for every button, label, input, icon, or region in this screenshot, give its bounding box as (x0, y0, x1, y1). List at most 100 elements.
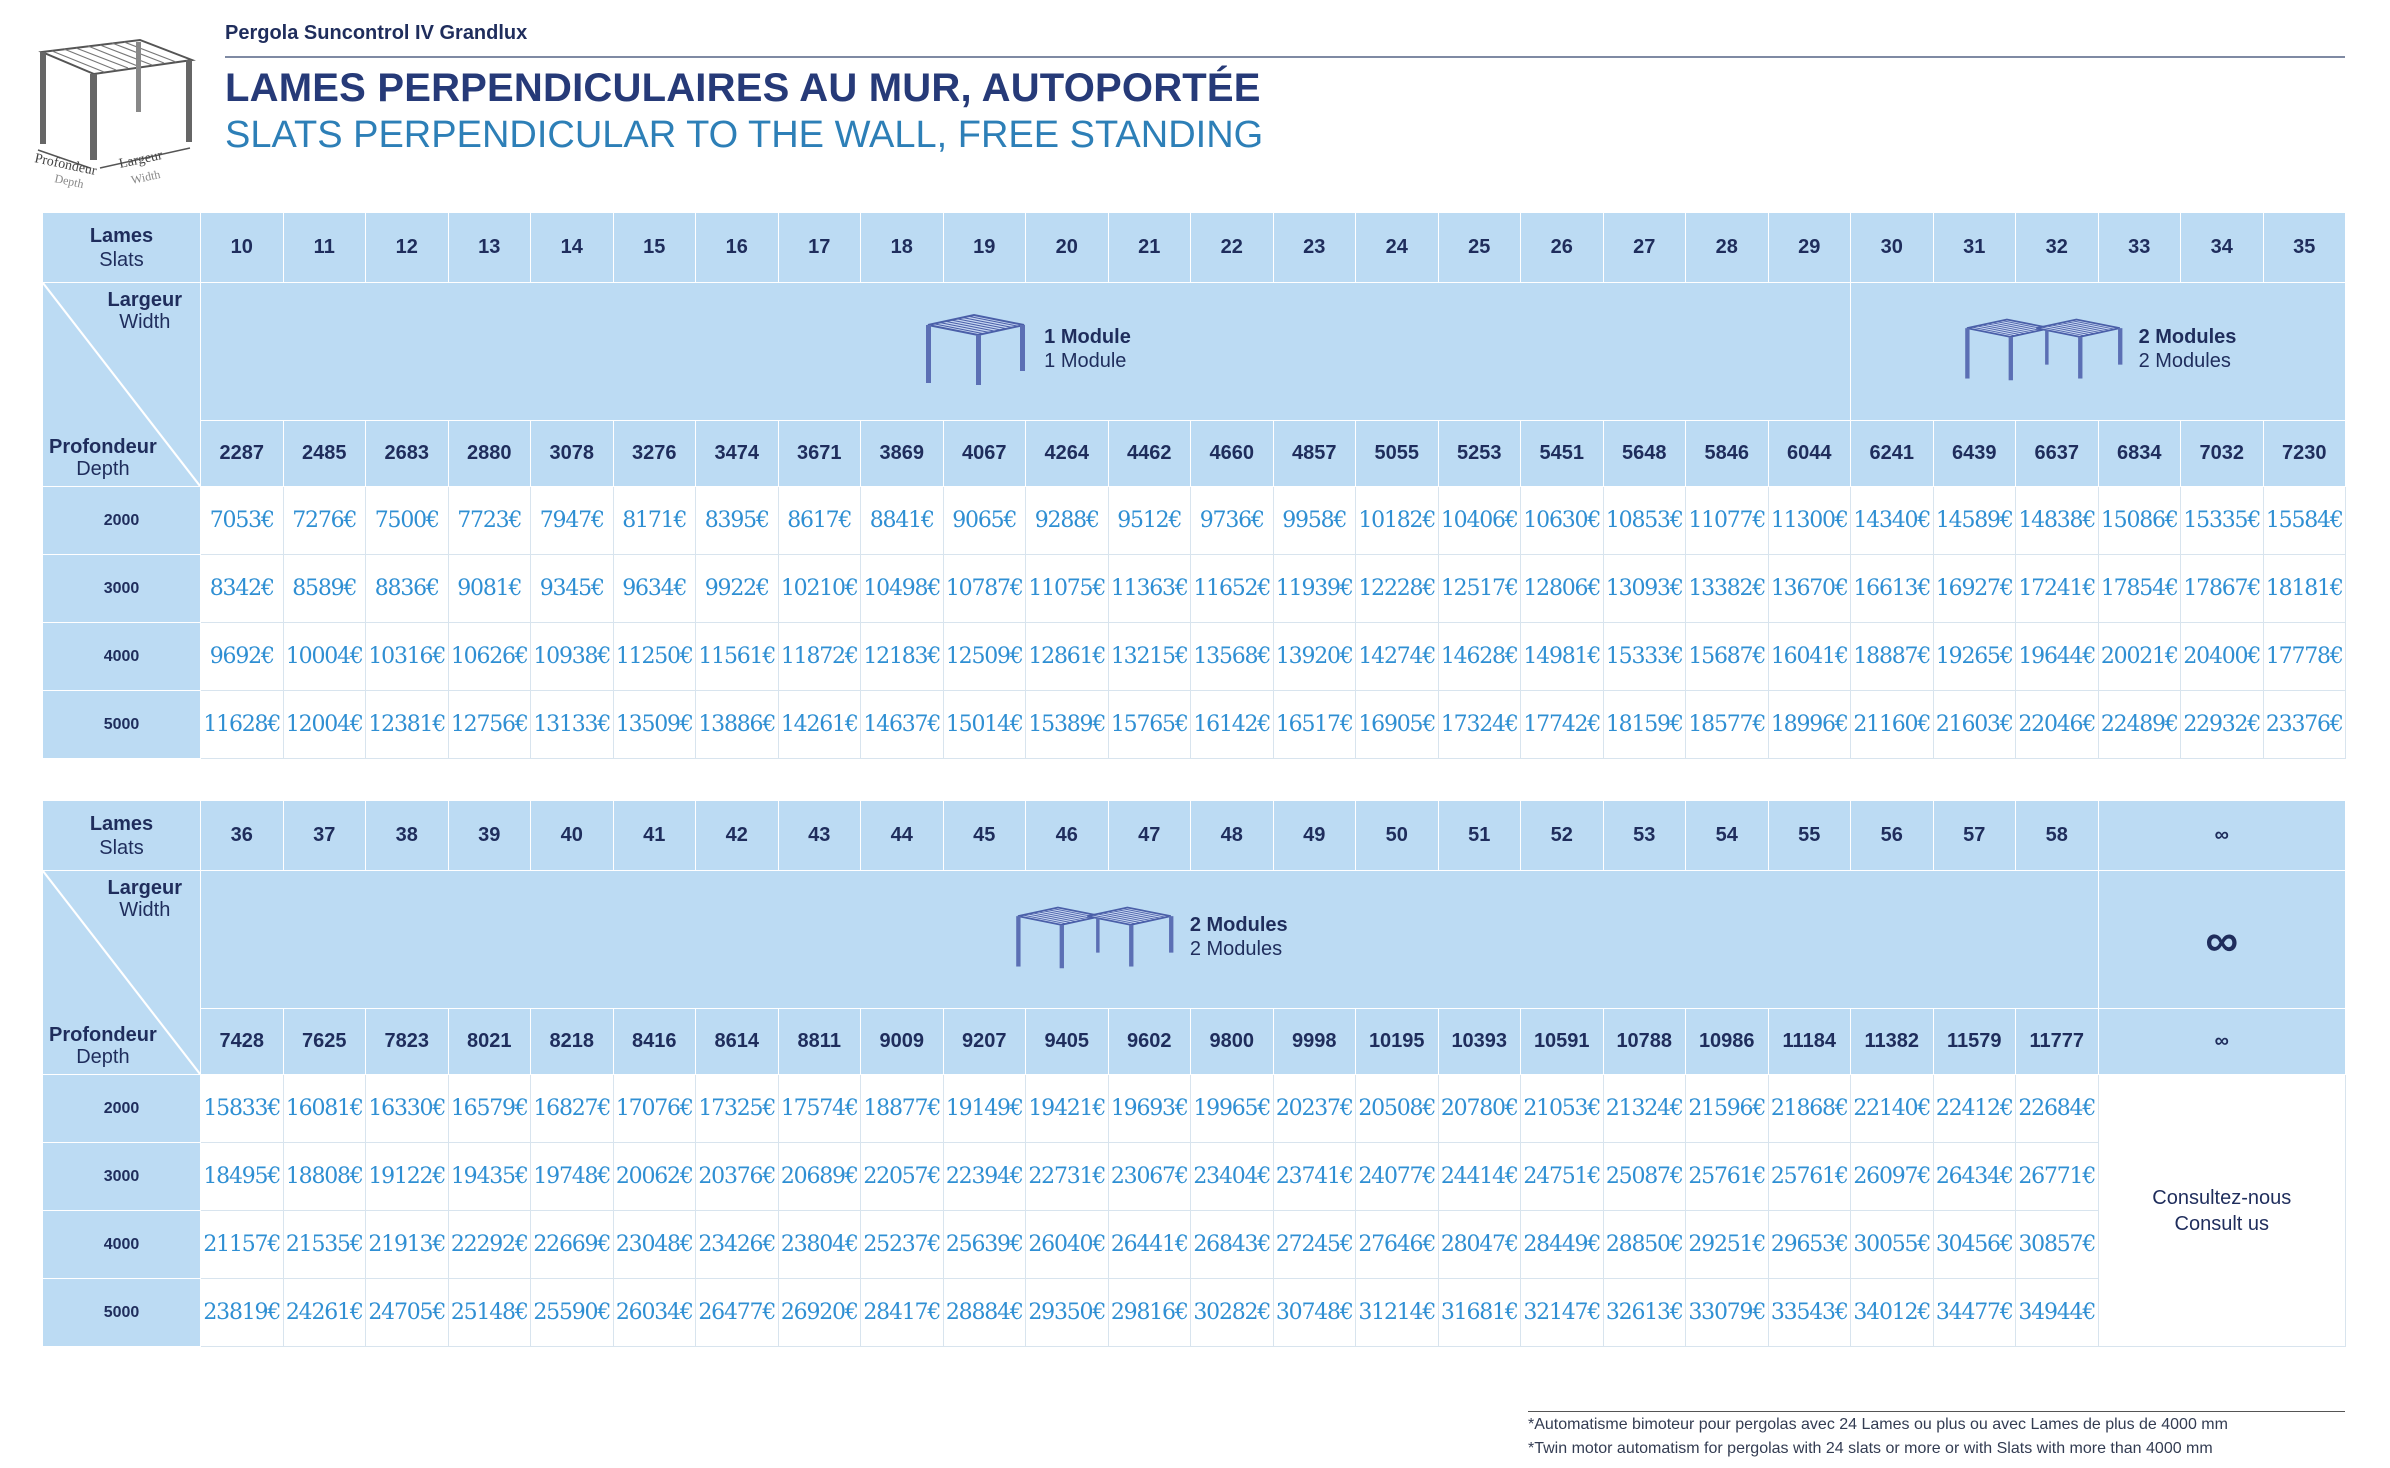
price-cell: 12517€ (1437, 554, 1521, 623)
price-cell: 26097€ (1850, 1142, 1934, 1211)
price-cell: 27245€ (1272, 1210, 1356, 1279)
slats-label-en: Slats (99, 836, 144, 859)
slat-count: 18 (860, 212, 944, 283)
price-cell: 29816€ (1107, 1278, 1191, 1347)
width-value: 2287 (200, 420, 284, 487)
price-cell: 25148€ (447, 1278, 531, 1347)
slat-count: 42 (695, 800, 779, 871)
price-cell: 8589€ (282, 554, 366, 623)
slat-count: 43 (777, 800, 861, 871)
price-cell: 7947€ (530, 486, 614, 555)
width-label-en: Width (119, 899, 171, 921)
width-value: 6241 (1850, 420, 1934, 487)
slats-label: Lames Slats (42, 800, 201, 871)
module-2: 2 Modules 2 Modules (1011, 897, 1288, 977)
width-value: 2880 (447, 420, 531, 487)
price-cell: 11628€ (200, 690, 284, 759)
pergola-2-modules-icon (1964, 318, 2122, 381)
price-cell: 16041€ (1767, 622, 1851, 691)
slat-count: 53 (1602, 800, 1686, 871)
price-cell: 13920€ (1272, 622, 1356, 691)
width-value: 5055 (1355, 420, 1439, 487)
infinity-band: ∞ (2097, 870, 2346, 1009)
module-2-label-en: 2 Modules (1189, 938, 1283, 960)
width-value: 3671 (777, 420, 861, 487)
slat-count: 52 (1520, 800, 1604, 871)
price-cell: 18877€ (860, 1074, 944, 1143)
price-cell: 30282€ (1190, 1278, 1274, 1347)
width-value: 6439 (1932, 420, 2016, 487)
slat-count: 58 (2015, 800, 2099, 871)
slat-count: 27 (1602, 212, 1686, 283)
page-title-fr: LAMES PERPENDICULAIRES AU MUR, AUTOPORTÉ… (225, 66, 1261, 110)
price-cell: 17778€ (2262, 622, 2346, 691)
width-label: Largeur Width (108, 877, 182, 921)
price-cell: 22140€ (1850, 1074, 1934, 1143)
price-cell: 16579€ (447, 1074, 531, 1143)
price-cell: 22684€ (2015, 1074, 2099, 1143)
price-cell: 22057€ (860, 1142, 944, 1211)
slat-count-infinity: ∞ (2097, 800, 2346, 871)
header-divider (225, 56, 2345, 58)
price-cell: 12509€ (942, 622, 1026, 691)
price-cell: 19965€ (1190, 1074, 1274, 1143)
price-cell: 21535€ (282, 1210, 366, 1279)
price-cell: 14261€ (777, 690, 861, 759)
price-cell: 17076€ (612, 1074, 696, 1143)
slat-count: 47 (1107, 800, 1191, 871)
price-cell: 10316€ (365, 622, 449, 691)
width-depth-corner-cell: Largeur Width Profondeur Depth (42, 870, 201, 1075)
price-cell: 20237€ (1272, 1074, 1356, 1143)
price-cell: 23376€ (2262, 690, 2346, 759)
price-cell: 22489€ (2097, 690, 2181, 759)
width-value: 7625 (282, 1008, 366, 1075)
slat-count: 33 (2097, 212, 2181, 283)
width-value: 9207 (942, 1008, 1026, 1075)
price-cell: 8841€ (860, 486, 944, 555)
price-cell: 9692€ (200, 622, 284, 691)
price-cell: 25761€ (1767, 1142, 1851, 1211)
price-cell: 9736€ (1190, 486, 1274, 555)
price-cell: 8342€ (200, 554, 284, 623)
slat-count: 40 (530, 800, 614, 871)
depth-row-label: 2000 (42, 486, 201, 555)
price-cell: 12183€ (860, 622, 944, 691)
price-cell: 10004€ (282, 622, 366, 691)
price-cell: 18181€ (2262, 554, 2346, 623)
price-cell: 11652€ (1190, 554, 1274, 623)
width-value: 8416 (612, 1008, 696, 1075)
slats-label: Lames Slats (42, 212, 201, 283)
price-cell: 25237€ (860, 1210, 944, 1279)
width-depth-corner-cell: Largeur Width Profondeur Depth (42, 282, 201, 487)
price-cell: 24414€ (1437, 1142, 1521, 1211)
depth-row-label: 3000 (42, 1142, 201, 1211)
slat-count: 39 (447, 800, 531, 871)
slat-count: 11 (282, 212, 366, 283)
price-cell: 9922€ (695, 554, 779, 623)
price-cell: 23067€ (1107, 1142, 1191, 1211)
price-cell: 10626€ (447, 622, 531, 691)
slat-count: 55 (1767, 800, 1851, 871)
price-cell: 12861€ (1025, 622, 1109, 691)
price-cell: 21603€ (1932, 690, 2016, 759)
module-2-band: 2 Modules 2 Modules (200, 870, 2099, 1009)
price-cell: 13509€ (612, 690, 696, 759)
module-1-label: 1 Module 1 Module (1044, 325, 1131, 373)
price-cell: 30456€ (1932, 1210, 2016, 1279)
module-2-label-fr: 2 Modules (1189, 914, 1288, 936)
price-cell: 17241€ (2015, 554, 2099, 623)
price-cell: 16517€ (1272, 690, 1356, 759)
price-cell: 11561€ (695, 622, 779, 691)
logo-width-en: Width (130, 167, 162, 187)
price-cell: 21324€ (1602, 1074, 1686, 1143)
price-cell: 15389€ (1025, 690, 1109, 759)
price-cell: 23804€ (777, 1210, 861, 1279)
slats-label-en: Slats (99, 248, 144, 271)
width-value: 11579 (1932, 1008, 2016, 1075)
width-value: 9998 (1272, 1008, 1356, 1075)
slat-count: 21 (1107, 212, 1191, 283)
depth-row-label: 3000 (42, 554, 201, 623)
price-cell: 22932€ (2180, 690, 2264, 759)
width-label-fr: Largeur (107, 877, 182, 899)
slat-count: 57 (1932, 800, 2016, 871)
